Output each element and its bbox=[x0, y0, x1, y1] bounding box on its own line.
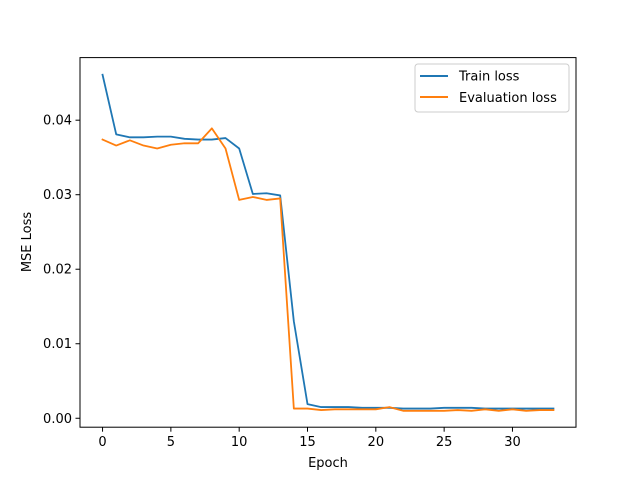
y-tick-label: 0.02 bbox=[43, 263, 72, 278]
x-tick-label: 5 bbox=[167, 435, 175, 450]
y-tick-label: 0.00 bbox=[43, 412, 72, 427]
x-tick-label: 20 bbox=[368, 435, 385, 450]
legend-box bbox=[414, 63, 570, 113]
plot-frame bbox=[79, 57, 577, 428]
plot-lines bbox=[101, 73, 555, 412]
y-tick-label: 0.01 bbox=[43, 337, 72, 352]
x-tick-label: 10 bbox=[231, 435, 248, 450]
x-axis-label: Epoch bbox=[308, 456, 348, 471]
x-axis-ticks: 0 5 10 15 20 25 30 bbox=[98, 427, 521, 450]
y-tick-label: 0.03 bbox=[43, 188, 72, 203]
x-tick-label: 30 bbox=[504, 435, 521, 450]
legend-label-train-loss: Train loss bbox=[458, 70, 520, 85]
y-axis-label: MSE Loss bbox=[20, 212, 35, 273]
y-axis-ticks: 0.00 0.01 0.02 0.03 0.04 bbox=[43, 114, 80, 427]
legend-label-evaluation-loss: Evaluation loss bbox=[459, 91, 557, 106]
y-tick-label: 0.04 bbox=[43, 114, 72, 129]
series-line-train-loss bbox=[101, 73, 555, 410]
x-tick-label: 0 bbox=[98, 435, 106, 450]
x-tick-label: 15 bbox=[299, 435, 316, 450]
series-line-evaluation-loss bbox=[101, 127, 555, 412]
x-tick-label: 25 bbox=[436, 435, 453, 450]
legend: Train loss Evaluation loss bbox=[414, 63, 570, 113]
